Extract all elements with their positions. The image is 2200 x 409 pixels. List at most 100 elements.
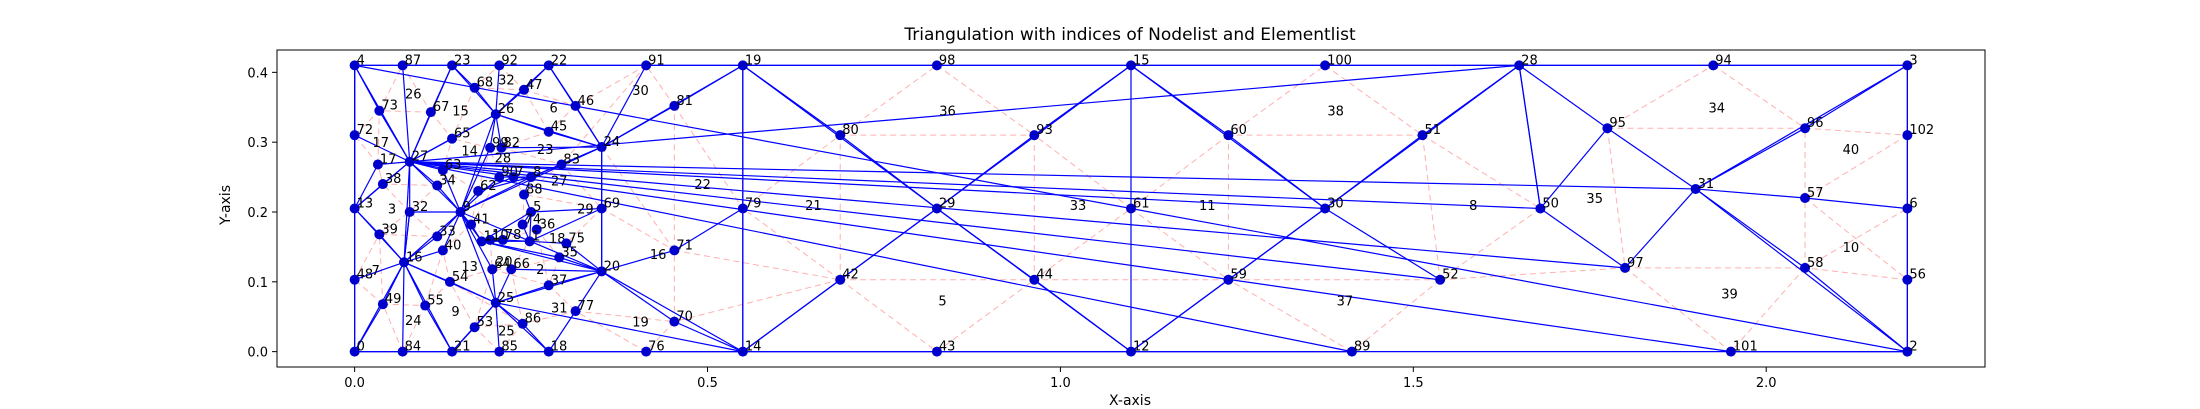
solid-edge: [559, 256, 602, 272]
node-label: 29: [939, 197, 956, 212]
solid-edge: [409, 138, 453, 163]
node-point: [669, 245, 680, 256]
dashed-edge: [409, 185, 438, 213]
node-point: [494, 60, 505, 71]
node-label: 18: [551, 340, 568, 355]
node-point: [374, 229, 385, 240]
node-label: 42: [842, 268, 859, 283]
solid-edge: [354, 65, 380, 112]
node-point: [374, 105, 385, 116]
dashed-edge: [501, 131, 549, 149]
dashed-edge: [442, 224, 472, 251]
solid-edge: [495, 114, 503, 148]
solid-edge: [491, 269, 497, 303]
solid-edge: [495, 65, 500, 115]
node-label: 34: [439, 173, 456, 188]
dashed-edge: [742, 134, 841, 209]
node-point: [1435, 274, 1446, 285]
solid-edge: [1033, 64, 1132, 136]
node-label: 37: [551, 273, 568, 288]
dashed-edge: [523, 89, 576, 107]
node-label: 67: [433, 100, 450, 115]
dashed-edge: [575, 64, 647, 107]
solid-edge: [936, 134, 1035, 209]
node-label: 25: [498, 291, 515, 306]
solid-edge: [474, 87, 497, 115]
element-label: 13: [461, 260, 478, 275]
dashed-edge: [1439, 208, 1541, 281]
dashed-edge: [1606, 128, 1626, 268]
dashed-edge: [523, 164, 562, 195]
y-tick-label: 0.3: [247, 136, 268, 151]
node-label: 9: [463, 200, 471, 215]
dashed-edge: [1712, 64, 1806, 129]
dashed-edge: [1804, 267, 1908, 281]
dashed-edge: [1421, 135, 1441, 280]
solid-edge: [575, 105, 603, 148]
node-label: 12: [1133, 340, 1150, 355]
dashed-edge: [522, 194, 525, 225]
solid-edge: [451, 326, 476, 353]
solid-edge: [839, 134, 938, 209]
node-point: [1800, 123, 1811, 134]
solid-edge: [481, 240, 560, 258]
solid-edge: [378, 110, 411, 163]
dashed-edge: [430, 111, 453, 139]
node-labels: 2346891112131415161819202122232425262728…: [357, 53, 1935, 354]
element-label: 23: [537, 143, 554, 158]
node-point: [425, 107, 436, 118]
node-point: [596, 266, 607, 277]
solid-edge: [442, 169, 462, 213]
solid-edge: [742, 64, 841, 136]
element-label: 15: [452, 105, 469, 120]
solid-edge: [474, 302, 497, 328]
dashed-edge: [1422, 134, 1541, 209]
node-label: 24: [604, 135, 621, 150]
y-tick-label: 0.2: [247, 206, 268, 221]
node-label: 31: [1698, 177, 1715, 192]
node-label: 64: [494, 257, 511, 272]
solid-edge: [409, 111, 432, 162]
node-point: [737, 203, 748, 214]
node-point: [494, 172, 505, 183]
dashed-edge: [442, 250, 451, 282]
node-label: 19: [745, 53, 762, 68]
node-label: 27: [412, 150, 429, 165]
node-label: 39: [381, 222, 398, 237]
node-point: [554, 252, 565, 263]
node-label: 63: [445, 158, 462, 173]
node-point: [397, 60, 408, 71]
dashed-edge: [477, 147, 491, 192]
solid-edge: [529, 207, 602, 242]
solid-edge: [674, 64, 744, 107]
dashed-edge: [674, 279, 841, 323]
node-label: 84: [405, 340, 422, 355]
node-point: [737, 346, 748, 357]
node-label: 20: [604, 259, 621, 274]
dashed-edge: [379, 110, 431, 113]
node-label: 73: [381, 99, 398, 114]
dashed-edge: [1804, 127, 1908, 136]
dashed-edge: [354, 110, 380, 136]
node-point: [596, 203, 607, 214]
solid-edge: [409, 161, 1541, 210]
node-label: 11: [484, 229, 501, 244]
element-label: 37: [1337, 295, 1354, 310]
solid-edge: [1539, 127, 1608, 209]
solid-edge: [1130, 64, 1229, 136]
node-label: 71: [676, 238, 693, 253]
dashed-edge: [536, 229, 560, 258]
node-label: 60: [1230, 123, 1247, 138]
node-label: 54: [452, 270, 469, 285]
node-point: [494, 346, 505, 357]
solid-edge: [1130, 279, 1229, 353]
node-point: [404, 156, 415, 167]
dashed-edge: [1130, 208, 1229, 281]
solid-edge: [409, 161, 1732, 353]
dashed-edge: [449, 281, 523, 325]
dashed-edge: [409, 211, 438, 237]
node-point: [519, 84, 530, 95]
node-point: [1514, 60, 1525, 71]
node-point: [372, 159, 383, 170]
